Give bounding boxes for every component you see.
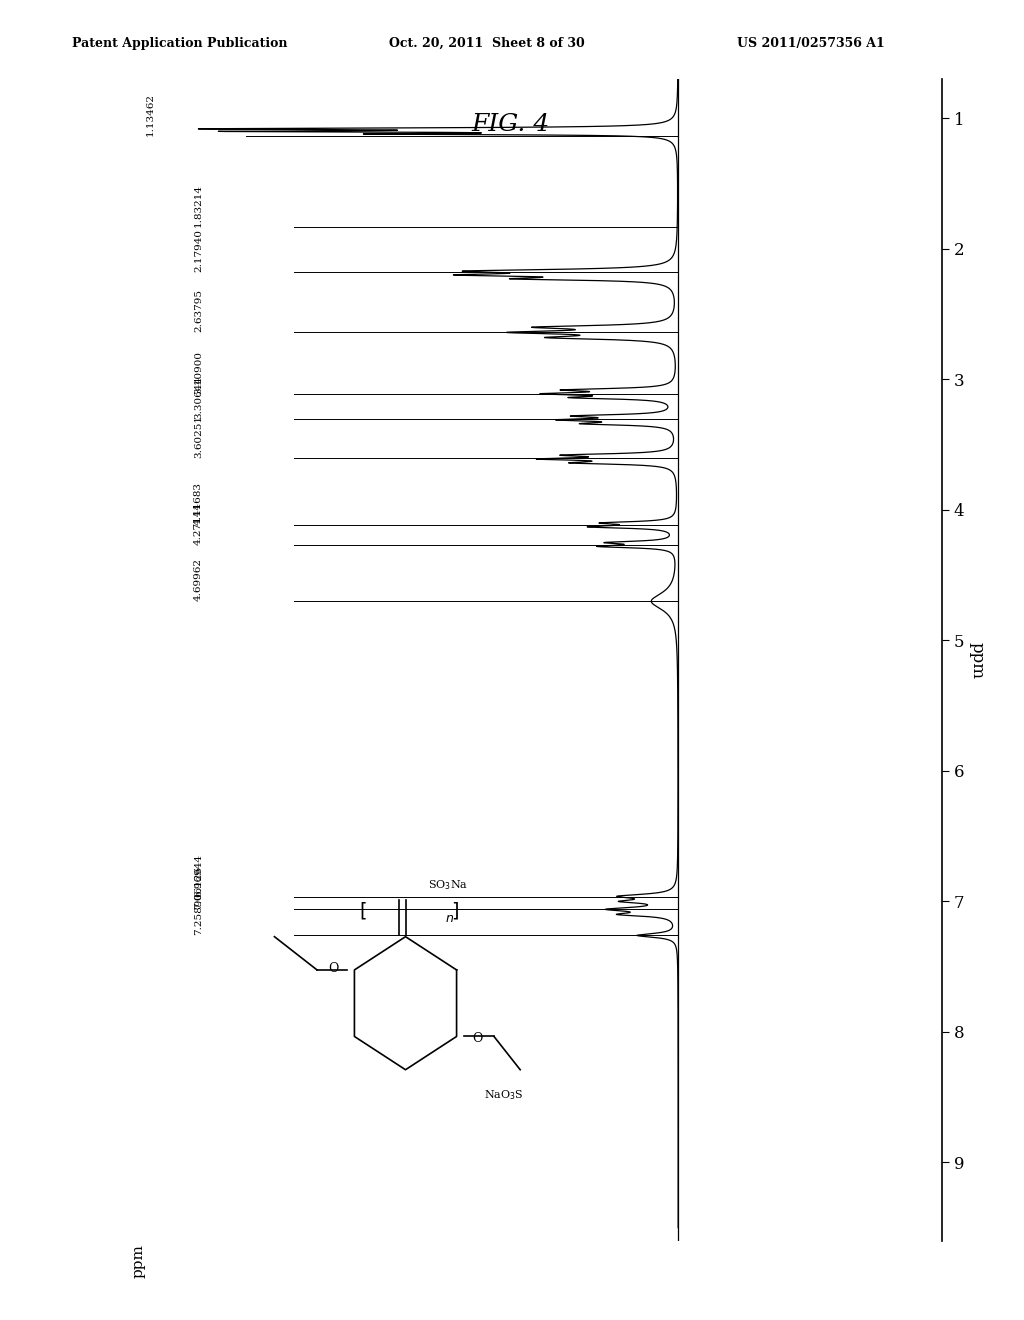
Text: FIG. 4: FIG. 4 — [471, 114, 549, 136]
Text: 2.63795: 2.63795 — [194, 289, 203, 333]
Text: 3.30644: 3.30644 — [194, 376, 203, 420]
Y-axis label: ppm: ppm — [969, 642, 985, 678]
Text: SO$_3$Na: SO$_3$Na — [428, 878, 469, 892]
Text: ppm: ppm — [131, 1243, 145, 1278]
Text: Patent Application Publication: Patent Application Publication — [72, 37, 287, 50]
Text: 4.69962: 4.69962 — [194, 558, 203, 601]
Text: 6.96944: 6.96944 — [194, 854, 203, 898]
Text: 7.25890: 7.25890 — [194, 892, 203, 936]
Text: NaO$_3$S: NaO$_3$S — [484, 1089, 523, 1102]
Text: 4.11683: 4.11683 — [194, 482, 203, 525]
Text: 7.06126: 7.06126 — [194, 866, 203, 909]
Text: ]: ] — [451, 902, 459, 920]
Text: 3.60251: 3.60251 — [194, 414, 203, 458]
Text: 4.27144: 4.27144 — [194, 503, 203, 545]
Text: [: [ — [359, 902, 367, 920]
Text: US 2011/0257356 A1: US 2011/0257356 A1 — [737, 37, 885, 50]
Text: $n$: $n$ — [444, 912, 454, 925]
Text: Oct. 20, 2011  Sheet 8 of 30: Oct. 20, 2011 Sheet 8 of 30 — [389, 37, 585, 50]
Text: 1.83214: 1.83214 — [194, 183, 203, 227]
Text: O: O — [329, 961, 339, 974]
Text: 3.10900: 3.10900 — [194, 351, 203, 393]
Text: O: O — [472, 1032, 482, 1045]
Text: 2.17940: 2.17940 — [194, 230, 203, 272]
Text: 1.13462: 1.13462 — [145, 92, 155, 136]
